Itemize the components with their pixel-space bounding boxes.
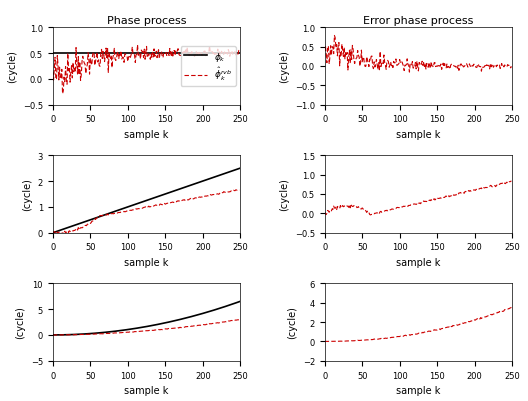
$\hat{\phi}_k^{rvb}$ bbox=[237, 51, 243, 56]
X-axis label: sample k: sample k bbox=[396, 130, 440, 140]
$\hat{\phi}_k^{rvb}$ bbox=[135, 43, 141, 48]
$\phi_k$ bbox=[125, 51, 131, 56]
$\phi_k$ bbox=[237, 51, 243, 56]
$\hat{\phi}_k^{rvb}$ bbox=[125, 55, 131, 60]
$\phi_k$ bbox=[158, 51, 164, 56]
X-axis label: sample k: sample k bbox=[125, 257, 169, 267]
Y-axis label: (cycle): (cycle) bbox=[279, 178, 289, 211]
$\hat{\phi}_k^{rvb}$ bbox=[180, 51, 186, 56]
$\phi_k$ bbox=[229, 51, 235, 56]
Y-axis label: (cycle): (cycle) bbox=[7, 51, 17, 83]
$\hat{\phi}_k^{rvb}$ bbox=[81, 61, 88, 66]
Title: Phase process: Phase process bbox=[107, 16, 186, 26]
Line: $\hat{\phi}_k^{rvb}$: $\hat{\phi}_k^{rvb}$ bbox=[53, 46, 240, 94]
$\phi_k$ bbox=[127, 51, 133, 56]
X-axis label: sample k: sample k bbox=[125, 130, 169, 140]
Title: Error phase process: Error phase process bbox=[363, 16, 474, 26]
$\hat{\phi}_k^{rvb}$ bbox=[230, 52, 237, 57]
Y-axis label: (cycle): (cycle) bbox=[279, 51, 289, 83]
$\hat{\phi}_k^{rvb}$ bbox=[159, 56, 165, 61]
X-axis label: sample k: sample k bbox=[396, 257, 440, 267]
X-axis label: sample k: sample k bbox=[396, 385, 440, 395]
$\hat{\phi}_k^{rvb}$ bbox=[128, 54, 134, 59]
$\hat{\phi}_k^{rvb}$ bbox=[50, 71, 56, 75]
Legend: $\phi_k$, $\hat{\phi}_k^{rvb}$: $\phi_k$, $\hat{\phi}_k^{rvb}$ bbox=[181, 47, 236, 87]
$\phi_k$ bbox=[80, 51, 87, 56]
$\hat{\phi}_k^{rvb}$ bbox=[59, 92, 65, 97]
X-axis label: sample k: sample k bbox=[125, 385, 169, 395]
$\phi_k$ bbox=[50, 51, 56, 56]
Y-axis label: (cycle): (cycle) bbox=[287, 306, 297, 338]
Y-axis label: (cycle): (cycle) bbox=[22, 178, 32, 211]
$\phi_k$ bbox=[178, 51, 185, 56]
Y-axis label: (cycle): (cycle) bbox=[15, 306, 25, 338]
